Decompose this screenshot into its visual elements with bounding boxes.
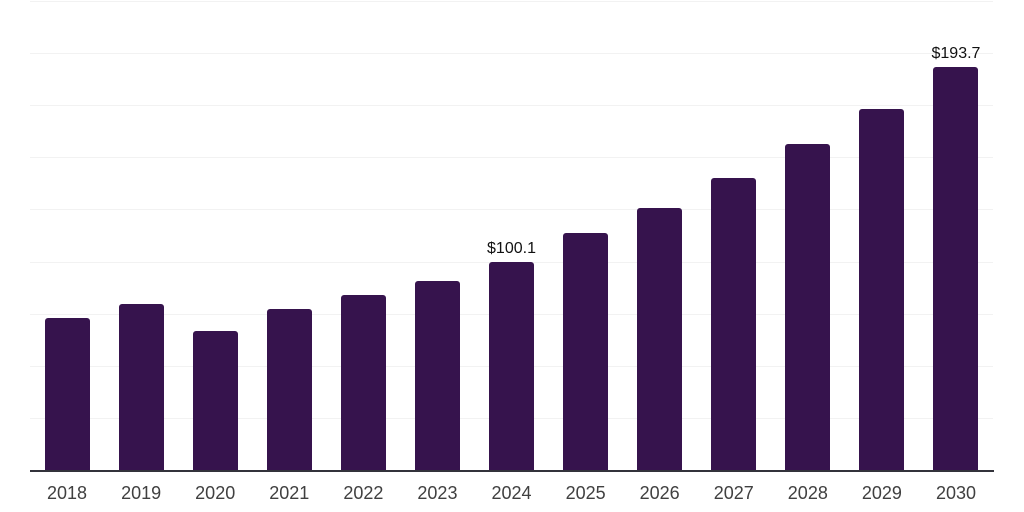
x-axis-tick-labels: 2018 2019 2020 2021 2022 2023 2024 2025 2026 2027…	[30, 483, 993, 503]
bar-slot	[400, 2, 474, 471]
bar	[859, 109, 905, 471]
bar-slot: $193.7	[919, 2, 993, 471]
gridline	[30, 53, 993, 55]
x-tick-label: 2030	[935, 483, 976, 503]
bar	[637, 207, 683, 471]
bar-slot	[104, 2, 178, 471]
value-label: $193.7	[931, 45, 981, 63]
bar	[711, 178, 757, 471]
x-tick-label: 2027	[713, 483, 754, 503]
bar-slot	[623, 2, 697, 471]
bar	[933, 67, 979, 471]
value-label: $100.1	[487, 240, 536, 258]
bar	[192, 330, 238, 471]
x-tick-label: 2022	[343, 483, 384, 503]
x-tick-label: 2020	[195, 483, 236, 503]
bars-container: $100.1 $193.7	[30, 2, 993, 471]
x-tick-label: 2026	[639, 483, 680, 503]
gridline	[30, 105, 993, 107]
x-tick-label: 2023	[417, 483, 458, 503]
bar	[414, 281, 460, 471]
x-tick-label: 2019	[121, 483, 162, 503]
bar-slot	[549, 2, 623, 471]
bar-slot: $100.1	[474, 2, 548, 471]
bar	[266, 309, 312, 471]
x-tick-label: 2024	[491, 483, 532, 503]
x-tick-label: 2028	[787, 483, 828, 503]
bar	[44, 318, 90, 471]
gridline	[30, 1, 993, 2]
bar-slot	[697, 2, 771, 471]
gridline	[30, 157, 993, 159]
gridline	[30, 209, 993, 211]
gridline	[30, 261, 993, 263]
bar-slot	[845, 2, 919, 471]
bar-slot	[178, 2, 252, 471]
plot-area: $100.1 $193.7	[30, 1, 994, 472]
bar	[340, 295, 386, 471]
x-tick-label: 2025	[565, 483, 606, 503]
bar-slot	[252, 2, 326, 471]
bar	[489, 262, 534, 471]
bar-slot	[30, 2, 104, 471]
x-axis-line	[30, 470, 994, 472]
x-tick-label: 2018	[47, 483, 88, 503]
bar	[563, 233, 609, 471]
x-tick-label: 2021	[269, 483, 310, 503]
bar	[118, 304, 164, 471]
bar-slot	[771, 2, 845, 471]
x-tick-label: 2029	[861, 483, 902, 503]
bar	[785, 144, 831, 471]
bar-slot	[326, 2, 400, 471]
